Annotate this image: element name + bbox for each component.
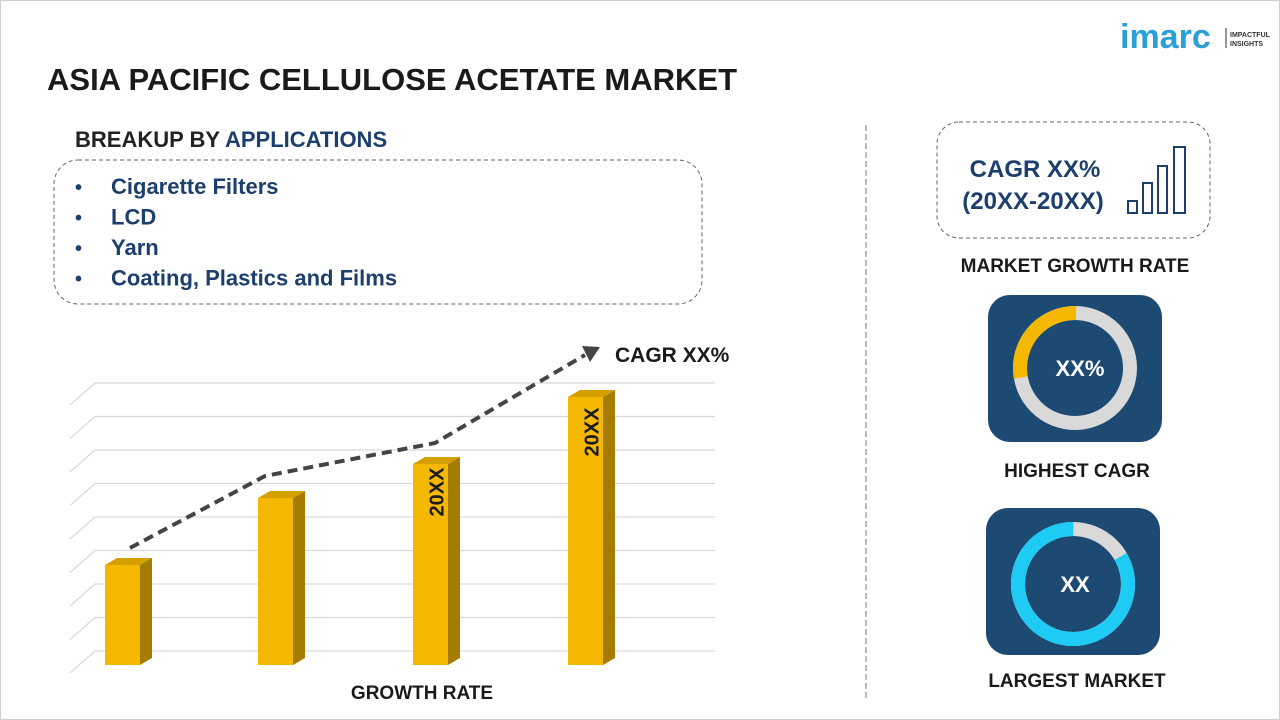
bar-side xyxy=(448,457,460,665)
breakup-heading: BREAKUP BY APPLICATIONS xyxy=(75,127,387,152)
trend-arrow xyxy=(582,346,600,362)
growth-icon xyxy=(1127,146,1186,214)
bar-side xyxy=(140,558,152,665)
title: ASIA PACIFIC CELLULOSE ACETATE MARKET xyxy=(47,62,737,97)
bar-top xyxy=(568,390,615,397)
cagr-box xyxy=(936,121,1211,239)
bullet: • xyxy=(75,238,82,260)
bullet: • xyxy=(75,269,82,291)
logo-tagline: INSIGHTS xyxy=(1230,41,1263,48)
logo-brand: imarc xyxy=(1120,18,1211,56)
bar-front xyxy=(413,464,448,665)
donut-arc xyxy=(1011,522,1135,646)
grid-line xyxy=(69,415,715,439)
logo-tagline: IMPACTFUL xyxy=(1230,32,1271,39)
bar-front xyxy=(568,397,603,665)
bar-label: 20XX xyxy=(581,407,603,457)
donut-value: XX xyxy=(1060,572,1090,597)
bar-front xyxy=(258,498,293,665)
breakup-box xyxy=(53,159,703,305)
bar-top xyxy=(413,457,460,464)
breakup-label: APPLICATIONS xyxy=(225,127,387,152)
donut-value: XX% xyxy=(1056,356,1105,381)
grid-line xyxy=(69,516,715,540)
bars xyxy=(105,390,615,665)
bar-side xyxy=(603,390,615,665)
cagr-period: (20XX-20XX) xyxy=(962,188,1103,215)
breakup-prefix: BREAKUP BY xyxy=(75,127,220,152)
cagr-text: CAGR XX% xyxy=(970,156,1101,183)
donut-arc xyxy=(1013,306,1137,430)
chart-grid xyxy=(69,382,715,674)
breakup-item: Cigarette Filters xyxy=(111,174,279,199)
grid-line xyxy=(69,650,715,674)
bar-top xyxy=(105,558,152,565)
bar-top xyxy=(258,491,305,498)
chart-cagr: CAGR XX% xyxy=(615,344,730,367)
bullet: • xyxy=(75,177,82,199)
grid-line xyxy=(69,549,715,573)
grid-line xyxy=(69,382,715,406)
caption: HIGHEST CAGR xyxy=(1004,461,1150,482)
bullet: • xyxy=(75,208,82,230)
grid-line xyxy=(69,583,715,607)
grid-line xyxy=(69,449,715,473)
breakup-item: Yarn xyxy=(111,235,159,260)
bar-side xyxy=(293,491,305,665)
caption: MARKET GROWTH RATE xyxy=(961,256,1190,277)
breakup-item: LCD xyxy=(111,205,156,230)
bar-label: 20XX xyxy=(426,467,448,517)
breakup-list: • Cigarette Filters • LCD • Yarn • Coating, Pla… xyxy=(75,174,397,291)
grid-line xyxy=(69,616,715,640)
bar-front xyxy=(105,565,140,665)
caption: LARGEST MARKET xyxy=(988,671,1166,692)
chart-axis-label: GROWTH RATE xyxy=(351,683,493,704)
breakup-item: Coating, Plastics and Films xyxy=(111,266,397,291)
grid-line xyxy=(69,482,715,506)
